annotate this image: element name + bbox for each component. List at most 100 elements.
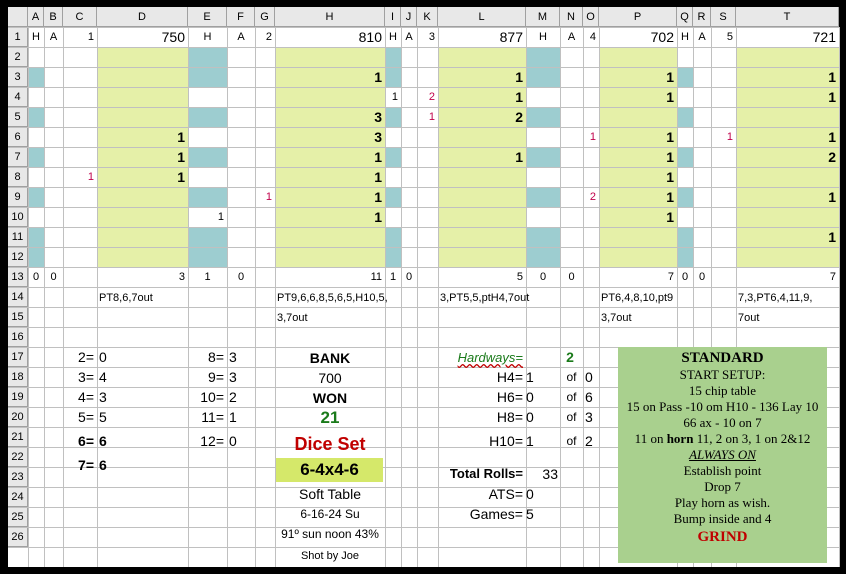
- header-cell-c1[interactable]: 1: [87, 31, 94, 43]
- mark-h6[interactable]: 3: [374, 129, 382, 145]
- header-cell-n1[interactable]: A: [567, 31, 576, 43]
- column-header-j[interactable]: J: [401, 7, 417, 27]
- column-header-e[interactable]: E: [188, 7, 227, 27]
- hardways-label[interactable]: Hardways=: [457, 350, 523, 365]
- mark-s6[interactable]: 1: [726, 131, 733, 143]
- column-header-c[interactable]: C: [63, 7, 97, 27]
- row-header-22[interactable]: 22: [8, 447, 28, 467]
- row-header-25[interactable]: 25: [8, 507, 28, 527]
- header-cell-j1[interactable]: A: [405, 31, 413, 43]
- count-value-r3[interactable]: 1: [229, 409, 237, 425]
- column-header-h[interactable]: H: [275, 7, 385, 27]
- total-cell-i13[interactable]: 1: [389, 271, 397, 283]
- row-header-19[interactable]: 19: [8, 387, 28, 407]
- games-value[interactable]: 5: [526, 506, 534, 522]
- mark-h3[interactable]: 1: [374, 69, 382, 85]
- row-header-11[interactable]: 11: [8, 227, 28, 247]
- column-header-a[interactable]: A: [28, 7, 44, 27]
- row-header-21[interactable]: 21: [8, 427, 28, 447]
- hardway-hits-0[interactable]: 1: [526, 369, 534, 385]
- mark-t6[interactable]: 1: [828, 129, 836, 145]
- header-cell-l1[interactable]: 877: [499, 29, 523, 45]
- header-cell-a1[interactable]: H: [32, 31, 40, 43]
- total-cell-t13[interactable]: 7: [829, 271, 836, 283]
- mark-k4[interactable]: 2: [428, 91, 435, 103]
- header-cell-g1[interactable]: 2: [265, 31, 272, 43]
- header-cell-i1[interactable]: H: [389, 31, 397, 43]
- total-cell-f13[interactable]: 0: [237, 271, 245, 283]
- total-cell-b13[interactable]: 0: [50, 271, 57, 283]
- total-cell-e13[interactable]: 1: [204, 271, 211, 283]
- total-cell-d13[interactable]: 3: [178, 271, 185, 283]
- count-label-4[interactable]: 6=: [78, 433, 94, 449]
- header-cell-e1[interactable]: H: [203, 31, 212, 43]
- note-d14[interactable]: PT8,6,7out: [99, 292, 153, 304]
- row-header-9[interactable]: 9: [8, 187, 28, 207]
- mark-l4[interactable]: 1: [515, 89, 523, 105]
- hardway-hits-1[interactable]: 0: [526, 389, 534, 405]
- mark-i4[interactable]: 1: [391, 91, 398, 103]
- total-rolls-value[interactable]: 33: [542, 466, 558, 482]
- bank-label[interactable]: BANK: [309, 350, 351, 366]
- count-value-r0[interactable]: 3: [229, 349, 237, 365]
- count-value-0[interactable]: 0: [99, 349, 107, 365]
- row-header-13[interactable]: 13: [8, 267, 28, 287]
- mark-t9[interactable]: 1: [828, 189, 836, 205]
- count-label-r1[interactable]: 9=: [208, 369, 224, 385]
- column-header-o[interactable]: O: [583, 7, 599, 27]
- row-header-12[interactable]: 12: [8, 247, 28, 267]
- mark-p6[interactable]: 1: [666, 129, 674, 145]
- total-rolls-label[interactable]: Total Rolls=: [449, 466, 523, 481]
- games-label[interactable]: Games=: [469, 506, 523, 522]
- won-label[interactable]: WON: [312, 390, 348, 406]
- mark-p10[interactable]: 1: [666, 209, 674, 225]
- row-header-23[interactable]: 23: [8, 467, 28, 487]
- row-header-16[interactable]: 16: [8, 327, 28, 347]
- column-header-n[interactable]: N: [560, 7, 583, 27]
- header-cell-r1[interactable]: A: [698, 31, 706, 43]
- count-value-r4[interactable]: 0: [229, 433, 237, 449]
- column-header-d[interactable]: D: [97, 7, 188, 27]
- total-cell-h13[interactable]: 11: [370, 271, 382, 283]
- mark-l5[interactable]: 2: [515, 109, 523, 125]
- hardway-label-3[interactable]: H10=: [489, 433, 523, 449]
- column-header-p[interactable]: P: [599, 7, 677, 27]
- count-value-1[interactable]: 4: [99, 369, 107, 385]
- header-cell-h1[interactable]: 810: [358, 29, 382, 45]
- column-header-l[interactable]: L: [438, 7, 526, 27]
- mark-h7[interactable]: 1: [374, 149, 382, 165]
- column-header-r[interactable]: R: [693, 7, 711, 27]
- hardway-of-3[interactable]: of: [566, 434, 577, 448]
- row-header-15[interactable]: 15: [8, 307, 28, 327]
- ats-value[interactable]: 0: [526, 486, 534, 502]
- hardway-of-2[interactable]: of: [566, 410, 577, 424]
- hardway-value-1[interactable]: 6: [585, 389, 593, 405]
- mark-p8[interactable]: 1: [666, 169, 674, 185]
- count-value-4[interactable]: 6: [99, 433, 107, 449]
- weather[interactable]: 91º sun noon 43%: [281, 527, 379, 541]
- row-header-18[interactable]: 18: [8, 367, 28, 387]
- row-header-4[interactable]: 4: [8, 87, 28, 107]
- mark-p9[interactable]: 1: [666, 189, 674, 205]
- header-cell-b1[interactable]: A: [49, 31, 58, 43]
- row-header-17[interactable]: 17: [8, 347, 28, 367]
- note-t14[interactable]: 7,3,PT6,4,11,9,: [738, 292, 813, 304]
- mark-d8[interactable]: 1: [177, 169, 185, 185]
- hardway-value-0[interactable]: 0: [585, 369, 593, 385]
- ats-label[interactable]: ATS=: [488, 486, 523, 502]
- hardway-label-2[interactable]: H8=: [496, 409, 523, 425]
- header-cell-o1[interactable]: 4: [589, 31, 596, 43]
- mark-o9[interactable]: 2: [589, 191, 596, 203]
- hardway-of-0[interactable]: of: [566, 370, 577, 384]
- note-p14[interactable]: PT6,4,8,10,pt9: [601, 292, 674, 304]
- row-header-10[interactable]: 10: [8, 207, 28, 227]
- hardway-label-0[interactable]: H4=: [496, 369, 523, 385]
- column-header-i[interactable]: I: [385, 7, 401, 27]
- mark-h5[interactable]: 3: [374, 109, 382, 125]
- total-cell-q13[interactable]: 0: [681, 271, 689, 283]
- mark-o6[interactable]: 1: [589, 131, 596, 143]
- count-label-1[interactable]: 3=: [78, 369, 94, 385]
- header-cell-q1[interactable]: H: [681, 31, 689, 43]
- hardway-value-2[interactable]: 3: [585, 409, 593, 425]
